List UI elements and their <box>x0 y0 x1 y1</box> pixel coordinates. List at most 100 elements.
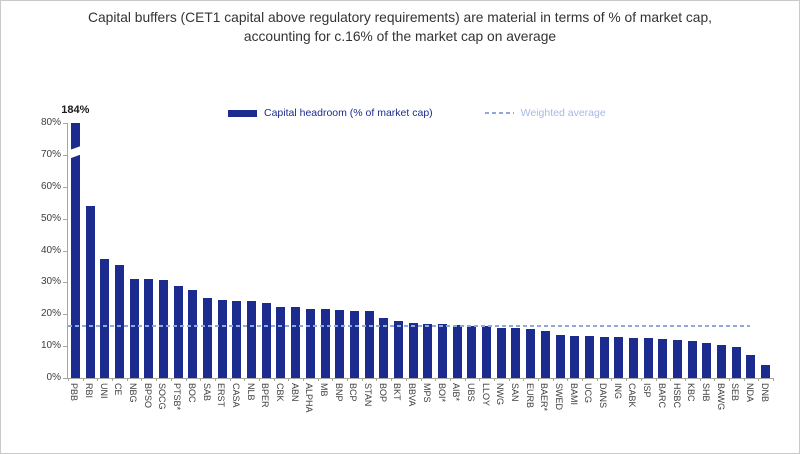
bar-aib <box>452 325 462 378</box>
bar-hsbc <box>673 339 683 378</box>
x-axis-tick <box>567 378 569 381</box>
x-tick-label: MPS <box>421 383 432 403</box>
y-axis-tick <box>63 123 68 124</box>
x-tick-label: ERST <box>216 383 227 408</box>
x-tick-label: SEB <box>730 383 741 402</box>
legend: Capital headroom (% of market cap) Weigh… <box>228 105 606 121</box>
x-tick-label: KBC <box>686 383 697 402</box>
bar-bawg <box>717 344 727 378</box>
bar-mps <box>423 323 433 378</box>
x-axis-tick <box>68 378 69 381</box>
bar-bper <box>261 302 271 378</box>
x-axis-tick <box>699 378 701 381</box>
x-tick-label: SAN <box>509 383 520 402</box>
y-axis-tick <box>63 186 68 188</box>
bar-ubs <box>467 326 477 378</box>
x-tick-label: CASA <box>230 383 241 408</box>
bar-bop <box>379 317 389 378</box>
bar-casa <box>232 300 242 378</box>
bar-bpso <box>144 279 154 378</box>
x-tick-label: BOP <box>377 383 388 403</box>
x-axis-tick <box>273 378 275 381</box>
x-axis-tick <box>552 378 554 381</box>
x-tick-label: CBK <box>274 383 285 402</box>
x-axis-tick <box>185 378 187 381</box>
x-axis-tick <box>170 378 172 381</box>
x-axis-tick <box>258 378 260 381</box>
x-axis-tick <box>126 378 128 381</box>
x-tick-label: AIB* <box>451 383 462 402</box>
bar-boi <box>438 324 448 378</box>
x-axis-tick <box>758 378 760 381</box>
bar-bnp <box>335 310 345 378</box>
bar-ce <box>114 264 124 378</box>
x-axis-tick <box>288 378 290 381</box>
y-axis-tick <box>63 346 68 348</box>
axis-break-slash <box>67 145 84 159</box>
x-axis-tick <box>244 378 246 381</box>
x-tick-label: SAB <box>201 383 212 402</box>
y-tick-label: 40% <box>40 244 61 256</box>
x-tick-label: EURB <box>524 383 535 409</box>
x-axis-tick <box>391 378 393 381</box>
bar-isp <box>643 338 653 378</box>
x-tick-label: BOI* <box>436 383 447 403</box>
bar-rbi <box>85 205 95 378</box>
bar-bami <box>570 335 580 378</box>
x-tick-label: DNB <box>759 383 770 403</box>
x-tick-label: UCG <box>583 383 594 403</box>
x-axis-tick <box>684 378 686 381</box>
x-tick-label: PBB <box>69 383 80 402</box>
x-axis-tick <box>156 378 158 381</box>
x-axis-tick <box>479 378 481 381</box>
bar-cabk <box>628 337 638 378</box>
y-tick-label: 80% <box>40 117 61 128</box>
y-axis-tick <box>63 314 68 316</box>
bar-eurb <box>526 328 536 378</box>
bar-pbb <box>67 123 84 378</box>
x-tick-label: BARC <box>656 383 667 409</box>
x-axis-tick <box>773 378 774 381</box>
x-axis-tick <box>347 378 349 381</box>
bar-boc <box>188 289 198 378</box>
y-tick-label: 60% <box>40 180 61 192</box>
bar-mb <box>320 309 330 378</box>
x-tick-label: BAWG <box>715 383 726 411</box>
x-tick-label: ABN <box>289 383 300 402</box>
x-tick-label: PTSB* <box>172 383 183 411</box>
x-axis-tick <box>714 378 716 381</box>
x-axis-tick <box>435 378 437 381</box>
bar-alpha <box>305 308 315 378</box>
x-axis-tick <box>214 378 216 381</box>
y-axis-tick <box>63 154 68 156</box>
bar-baer <box>540 330 550 378</box>
y-tick-label: 50% <box>40 212 61 224</box>
bar-shb <box>702 342 712 378</box>
x-axis-tick <box>670 378 672 381</box>
x-tick-label: BAMI <box>568 383 579 406</box>
chart-title-line1: Capital buffers (CET1 capital above regu… <box>88 10 712 25</box>
x-tick-label: DANS <box>598 383 609 409</box>
dashed-line-swatch-icon <box>484 112 514 114</box>
x-tick-label: RBI <box>84 383 95 399</box>
x-axis-tick <box>361 378 363 381</box>
x-axis-tick <box>200 378 202 381</box>
chart-title-line2: accounting for c.16% of the market cap o… <box>243 29 557 44</box>
bar-kbc <box>687 341 697 378</box>
bar-ing <box>614 337 624 378</box>
bar-barc <box>658 339 668 378</box>
x-tick-label: BCP <box>348 383 359 402</box>
x-tick-label: STAN <box>363 383 374 407</box>
x-axis-tick <box>464 378 466 381</box>
x-tick-label: ALPHA <box>304 383 315 413</box>
y-tick-label: 20% <box>40 308 61 320</box>
bar-nda <box>746 354 756 378</box>
x-tick-label: HSBC <box>671 383 682 409</box>
bar-ptsb <box>173 286 183 378</box>
x-axis-tick <box>332 378 334 381</box>
x-tick-label: UBS <box>465 383 476 402</box>
x-tick-label: ISP <box>642 383 653 398</box>
bar-dnb <box>761 364 771 378</box>
x-tick-label: NBG <box>128 383 139 403</box>
